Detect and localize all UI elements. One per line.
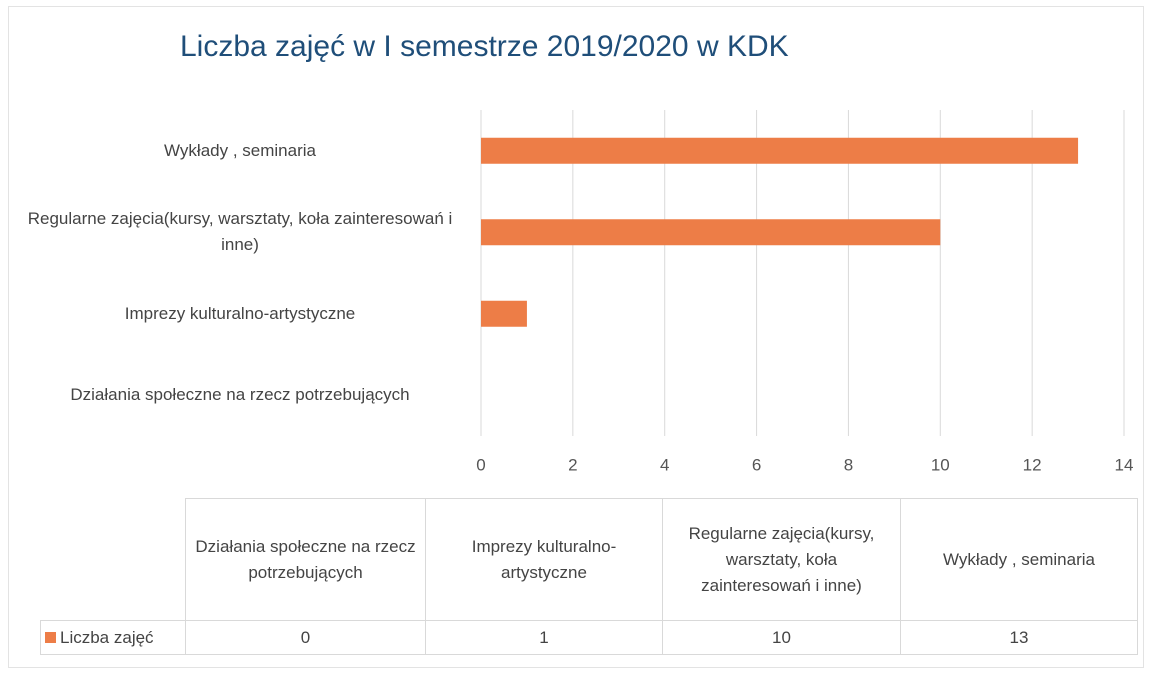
table-value-cell: 10 <box>662 620 901 655</box>
table-value-cell: 1 <box>425 620 663 655</box>
table-header-cell: Regularne zajęcia(kursy, warsztaty, koła… <box>662 498 901 621</box>
legend-cell: Liczba zajęć <box>40 620 186 655</box>
y-tick-label: Wykłady , seminaria <box>164 140 316 160</box>
x-tick-label: 8 <box>844 455 853 474</box>
x-tick-label: 6 <box>752 455 761 474</box>
legend-label: Liczba zajęć <box>60 627 154 647</box>
x-tick-label: 10 <box>931 455 950 474</box>
x-tick-label: 0 <box>476 455 485 474</box>
table-value-cell: 0 <box>185 620 426 655</box>
bar <box>481 137 1079 164</box>
table-header-cell: Działania społeczne na rzecz potrzebując… <box>185 498 426 621</box>
chart-frame <box>8 6 1144 668</box>
table-value-cell: 13 <box>900 620 1138 655</box>
table-header-cell: Wykłady , seminaria <box>900 498 1138 621</box>
x-tick-label: 14 <box>1115 455 1134 474</box>
bar <box>481 300 527 327</box>
chart-title: Liczba zajęć w I semestrze 2019/2020 w K… <box>180 30 789 63</box>
table-header-cell: Imprezy kulturalno-artystyczne <box>425 498 663 621</box>
y-tick-label: Imprezy kulturalno-artystyczne <box>124 303 356 323</box>
x-tick-label: 2 <box>568 455 577 474</box>
bar <box>481 219 941 246</box>
y-tick-label: Regularne zajęcia(kursy, warsztaty, koła… <box>27 209 453 255</box>
legend-swatch <box>45 632 56 643</box>
y-tick-label: Działania społeczne na rzecz potrzebując… <box>70 385 410 405</box>
x-tick-label: 4 <box>660 455 669 474</box>
x-tick-label: 12 <box>1023 455 1042 474</box>
